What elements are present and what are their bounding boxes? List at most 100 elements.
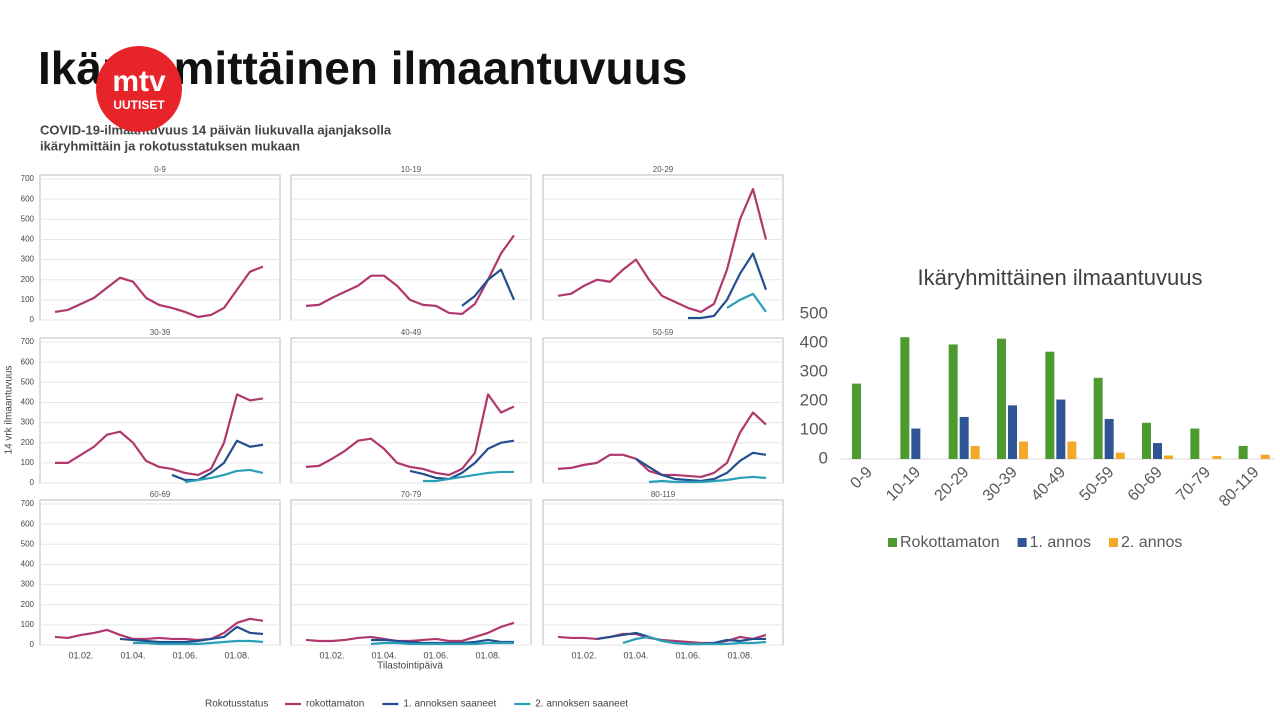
y-tick-label: 300 — [21, 418, 35, 427]
bar — [1093, 377, 1103, 459]
y-tick-label: 500 — [800, 303, 828, 322]
y-tick-label: 700 — [21, 337, 35, 346]
x-tick-label: 70-79 — [1173, 464, 1214, 505]
series-line — [133, 639, 264, 646]
y-tick-label: 200 — [21, 438, 35, 447]
x-tick-label: 01.08. — [475, 650, 500, 660]
x-tick-label: 40-49 — [1028, 464, 1069, 505]
x-tick-label: 01.02. — [571, 650, 596, 660]
bar — [959, 416, 969, 459]
series-line — [461, 268, 516, 307]
logo-text: mtv — [112, 65, 166, 98]
series-line — [423, 470, 514, 483]
panel-frame — [39, 174, 281, 321]
panel-title: 80-119 — [651, 490, 676, 499]
y-tick-label: 200 — [21, 600, 35, 609]
y-tick-label: 600 — [21, 519, 35, 528]
panel-title: 40-49 — [401, 328, 422, 337]
y-tick-label: 200 — [21, 275, 35, 284]
bar — [1212, 456, 1222, 459]
logo: mtv UUTISET — [96, 46, 182, 132]
y-tick-label: 700 — [21, 174, 35, 183]
x-tick-label: 0-9 — [847, 464, 875, 492]
y-tick-label: 300 — [800, 361, 828, 380]
panel-title: 30-39 — [150, 328, 171, 337]
bar — [1019, 441, 1028, 459]
series-line — [409, 439, 515, 481]
y-tick-label: 0 — [819, 448, 828, 467]
x-tick-label: 01.06. — [675, 650, 700, 660]
x-tick-label: 01.08. — [224, 650, 249, 660]
y-tick-label: 400 — [21, 560, 35, 569]
y-tick-label: 300 — [21, 255, 35, 264]
legend-label: 2. annoksen saaneet — [535, 699, 628, 710]
series-line — [622, 635, 767, 646]
series-line — [119, 625, 264, 644]
x-tick-label: 80-119 — [1216, 464, 1262, 510]
legend-label: rokottamaton — [306, 699, 364, 710]
panel-frame — [290, 174, 532, 321]
y-tick-label: 700 — [21, 499, 35, 508]
y-tick-label: 500 — [21, 377, 35, 386]
y-tick-label: 0 — [30, 478, 35, 487]
logo-subtext: UUTISET — [113, 98, 165, 112]
bar — [911, 428, 921, 459]
x-tick-label: 01.08. — [727, 650, 752, 660]
chart-subtitle: ikäryhmittäin ja rokotusstatuksen mukaan — [40, 138, 300, 153]
legend-label: Rokottamaton — [900, 534, 1000, 551]
bar — [1153, 443, 1162, 459]
bar-chart-title: Ikäryhmittäinen ilmaantuvuus — [918, 265, 1203, 290]
y-tick-label: 400 — [800, 332, 828, 351]
legend-swatch — [1017, 538, 1027, 547]
y-tick-label: 400 — [21, 398, 35, 407]
series-line — [305, 234, 515, 316]
series-line — [370, 641, 514, 646]
panel-title: 10-19 — [401, 165, 422, 174]
y-tick-label: 100 — [21, 458, 35, 467]
x-tick-label: 01.04. — [623, 650, 648, 660]
panel-frame — [290, 499, 532, 646]
bar — [1008, 405, 1017, 459]
legend-label: 2. annos — [1121, 534, 1182, 551]
bar — [1056, 399, 1066, 459]
y-tick-label: 0 — [30, 315, 35, 324]
y-tick-label: 100 — [21, 620, 35, 629]
y-tick-label: 100 — [800, 419, 828, 438]
bar — [1164, 455, 1173, 459]
panel-title: 20-29 — [653, 165, 674, 174]
y-tick-label: 500 — [21, 539, 35, 548]
x-axis-label: Tilastointipäivä — [377, 661, 443, 672]
bar — [1104, 418, 1114, 459]
bar — [970, 445, 980, 459]
panel-title: 60-69 — [150, 490, 171, 499]
x-tick-label: 01.06. — [172, 650, 197, 660]
x-tick-label: 50-59 — [1077, 464, 1118, 505]
bar — [1260, 454, 1270, 459]
bar — [1045, 351, 1055, 459]
bar — [1142, 422, 1151, 459]
panel-frame — [542, 499, 784, 646]
bar — [1190, 428, 1200, 459]
series-line — [557, 187, 768, 314]
series-line — [688, 252, 768, 320]
panel-title: 50-59 — [653, 328, 674, 337]
legend-swatch — [1109, 538, 1118, 547]
series-line — [305, 621, 515, 643]
x-tick-label: 01.04. — [371, 650, 396, 660]
y-tick-label: 600 — [21, 357, 35, 366]
x-tick-label: 60-69 — [1125, 464, 1166, 505]
series-line — [54, 617, 264, 642]
y-tick-label: 100 — [21, 295, 35, 304]
legend-label: 1. annos — [1030, 534, 1091, 551]
panel-title: 70-79 — [401, 490, 422, 499]
legend-swatch — [888, 538, 897, 547]
series-line — [184, 468, 264, 484]
x-tick-label: 10-19 — [883, 464, 924, 505]
x-tick-label: 20-29 — [932, 464, 973, 505]
series-line — [726, 292, 767, 313]
series-line — [305, 393, 515, 477]
x-tick-label: 01.02. — [319, 650, 344, 660]
y-tick-label: 0 — [30, 640, 35, 649]
